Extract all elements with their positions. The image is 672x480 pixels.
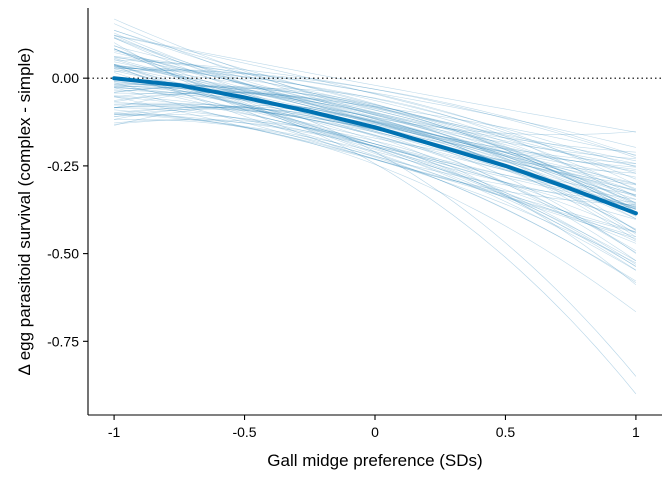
posterior-draw-line xyxy=(114,77,637,207)
y-tick-label: 0.00 xyxy=(52,70,79,86)
posterior-draw-line xyxy=(114,50,636,192)
posterior-draw-line xyxy=(114,106,637,238)
posterior-draw-line xyxy=(114,92,637,216)
posterior-draw-line xyxy=(113,32,636,164)
posterior-draw-line xyxy=(114,86,637,271)
posterior-draw-line xyxy=(114,64,636,220)
posterior-draw-line xyxy=(114,86,637,216)
posterior-draw-line xyxy=(114,57,636,148)
posterior-draw-line xyxy=(114,84,637,241)
posterior-draw-line xyxy=(114,72,636,200)
posterior-draw-line xyxy=(113,45,636,209)
posterior-draw-line xyxy=(114,89,637,210)
posterior-draw-line xyxy=(114,48,636,185)
posterior-draw-line xyxy=(113,37,636,153)
x-tick-label: -0.5 xyxy=(232,424,256,440)
posterior-draw-line xyxy=(114,30,636,164)
posterior-draw-line xyxy=(114,119,637,283)
posterior-draw-line xyxy=(113,34,636,136)
posterior-draw-line xyxy=(114,52,636,197)
posterior-draw-line xyxy=(114,34,636,133)
posterior-draw-line xyxy=(114,29,636,167)
posterior-draw-line xyxy=(114,113,637,313)
x-axis-ticks: -1 -0.5 0 0.5 1 xyxy=(108,415,640,440)
posterior-draw-line xyxy=(114,65,637,191)
x-tick-label: 0 xyxy=(371,424,379,440)
posterior-draw-line xyxy=(114,107,637,219)
y-axis-title: Δ egg parasitoid survival (complex - sim… xyxy=(15,48,34,376)
posterior-draw-line xyxy=(114,108,637,286)
posterior-draw-line xyxy=(113,48,636,233)
posterior-draw-line xyxy=(114,103,637,261)
x-tick-label: -1 xyxy=(108,424,121,440)
posterior-draw-line xyxy=(114,109,637,264)
posterior-draw-line xyxy=(114,114,637,242)
posterior-draw-line xyxy=(114,92,637,204)
posterior-draw-line xyxy=(113,48,636,186)
posterior-draw-line xyxy=(114,85,637,197)
posterior-draw-line xyxy=(114,61,636,200)
posterior-draw-line xyxy=(114,35,636,168)
posterior-draw-line xyxy=(114,68,636,157)
y-tick-label: -0.25 xyxy=(47,158,79,174)
x-tick-label: 0.5 xyxy=(496,424,516,440)
posterior-draw-line xyxy=(114,70,637,185)
posterior-draw-line xyxy=(114,119,637,252)
y-tick-label: -0.50 xyxy=(47,246,79,262)
posterior-draw-line xyxy=(114,79,637,231)
posterior-draw-line xyxy=(114,81,637,395)
posterior-draw-line xyxy=(114,85,637,212)
posterior-draw-line xyxy=(114,105,637,253)
posterior-draw-line xyxy=(114,65,636,184)
posterior-draw-line xyxy=(114,96,637,262)
posterior-draw-line xyxy=(114,119,637,268)
posterior-draw-line xyxy=(113,37,636,195)
x-axis-title: Gall midge preference (SDs) xyxy=(267,451,482,470)
posterior-draw-line xyxy=(114,91,637,213)
posterior-draw-line xyxy=(114,86,637,271)
posterior-draw-line xyxy=(114,65,636,174)
mean-trend-line xyxy=(112,76,638,216)
posterior-draw-line xyxy=(114,56,637,197)
posterior-draw-line xyxy=(114,102,637,230)
posterior-draw-line xyxy=(114,66,636,174)
posterior-draw-line xyxy=(114,114,637,265)
posterior-draw-line xyxy=(113,18,636,172)
plot-area xyxy=(88,18,662,395)
posterior-draw-line xyxy=(114,113,637,233)
posterior-draw-line xyxy=(114,67,637,206)
posterior-draw-line xyxy=(114,59,636,191)
posterior-draw-line xyxy=(114,87,637,204)
posterior-draw-line xyxy=(114,59,636,158)
posterior-draw-line xyxy=(114,83,637,211)
posterior-draw-line xyxy=(114,64,636,207)
posterior-draw-line xyxy=(113,37,636,170)
posterior-draw-line xyxy=(114,56,637,205)
posterior-draw-line xyxy=(114,107,637,267)
posterior-draw-line xyxy=(113,64,636,203)
posterior-draw-line xyxy=(113,23,636,160)
posterior-draw-line xyxy=(114,87,636,238)
posterior-draw-line xyxy=(114,63,636,196)
y-axis-ticks: 0.00 -0.25 -0.50 -0.75 xyxy=(47,70,88,349)
posterior-draws xyxy=(113,18,637,395)
posterior-draw-line xyxy=(114,68,637,244)
posterior-draw-line xyxy=(114,67,637,180)
posterior-draw-line xyxy=(113,48,636,239)
posterior-draw-line xyxy=(114,82,636,208)
posterior-draw-line xyxy=(114,101,637,282)
x-tick-label: 1 xyxy=(632,424,640,440)
y-tick-label: -0.75 xyxy=(47,333,79,349)
posterior-draw-line xyxy=(114,96,636,233)
posterior-draw-line xyxy=(114,45,636,162)
